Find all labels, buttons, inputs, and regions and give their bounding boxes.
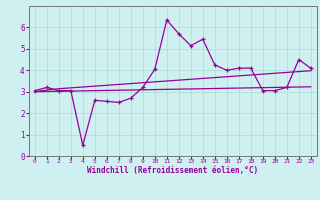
X-axis label: Windchill (Refroidissement éolien,°C): Windchill (Refroidissement éolien,°C)	[87, 166, 258, 175]
